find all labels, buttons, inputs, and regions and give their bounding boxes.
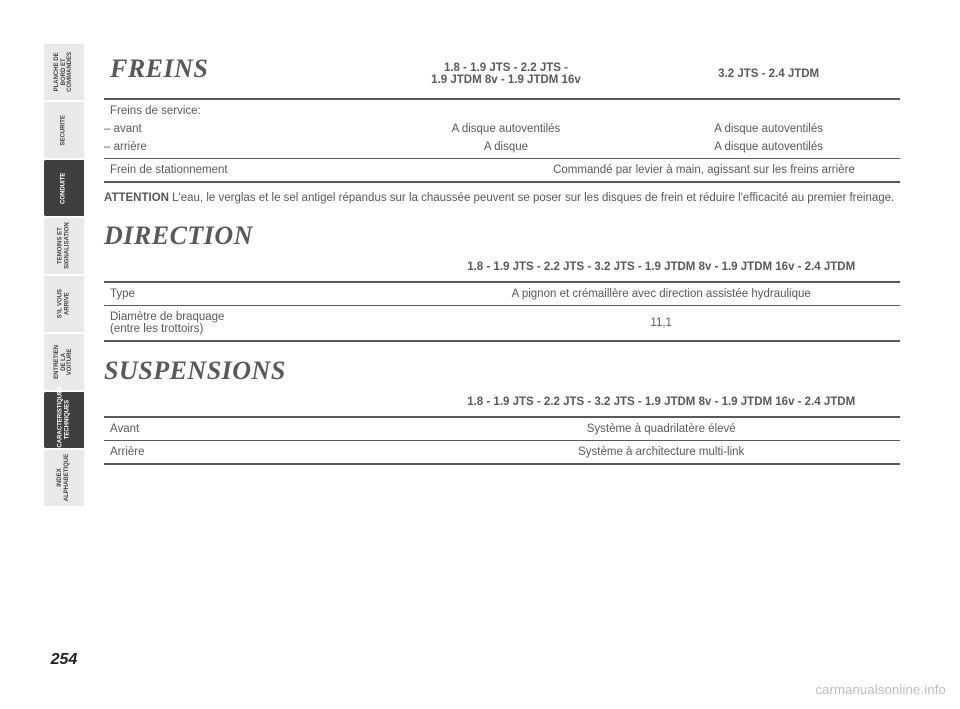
table-row: – avant A disque autoventilés A disque a… (104, 120, 900, 138)
table-row: Avant Système à quadrilatère élevé (104, 420, 900, 438)
suspensions-table: 1.8 - 1.9 JTS - 2.2 JTS - 3.2 JTS - 1.9 … (104, 392, 900, 414)
freins-park: Frein de stationnement Commandé par levi… (104, 161, 900, 179)
rule (104, 463, 900, 465)
watermark: carmanualsonline.info (815, 682, 946, 697)
direction-body2: Diamètre de braquage (entre les trottoir… (104, 308, 900, 338)
suspensions-heading: SUSPENSIONS (104, 356, 900, 386)
page-content: FREINS 1.8 - 1.9 JTS - 2.2 JTS - 1.9 JTD… (104, 54, 900, 467)
page-number: 254 (44, 651, 84, 669)
table-row: Type A pignon et crémaillère avec direct… (104, 285, 900, 303)
tab-index[interactable]: INDEX ALPHABETIQUE (44, 450, 84, 506)
suspensions-body: Avant Système à quadrilatère élevé (104, 420, 900, 438)
tab-sil-vous-arrive[interactable]: S'IL VOUS ARRIVE (44, 276, 84, 332)
table-row: – arrière A disque A disque autoventilés (104, 138, 900, 156)
rule (104, 305, 900, 306)
freins-head-col3: 3.2 JTS - 2.4 JTDM (637, 54, 900, 96)
freins-body: Freins de service: – avant A disque auto… (104, 102, 900, 156)
suspensions-head: 1.8 - 1.9 JTS - 2.2 JTS - 3.2 JTS - 1.9 … (422, 392, 900, 414)
direction-table: 1.8 - 1.9 JTS - 2.2 JTS - 3.2 JTS - 1.9 … (104, 257, 900, 279)
freins-note: ATTENTION L'eau, le verglas et le sel an… (104, 191, 900, 207)
tab-caracteristiques[interactable]: CARACTERISTIQUES TECHNIQUES (44, 392, 84, 448)
table-row: Arrière Système à architecture multi-lin… (104, 443, 900, 461)
side-tabs: PLANCHE DE BORD ET COMMANDES SECURITE CO… (44, 44, 84, 506)
direction-body: Type A pignon et crémaillère avec direct… (104, 285, 900, 303)
rule (104, 416, 900, 418)
direction-head: 1.8 - 1.9 JTS - 2.2 JTS - 3.2 JTS - 1.9 … (422, 257, 900, 279)
direction-heading: DIRECTION (104, 221, 900, 251)
freins-heading: FREINS (110, 54, 369, 84)
freins-table: FREINS 1.8 - 1.9 JTS - 2.2 JTS - 1.9 JTD… (104, 54, 900, 96)
tab-securite[interactable]: SECURITE (44, 102, 84, 158)
freins-head-col2: 1.8 - 1.9 JTS - 2.2 JTS - 1.9 JTDM 8v - … (375, 54, 638, 96)
table-row: Diamètre de braquage (entre les trottoir… (104, 308, 900, 338)
tab-temoins[interactable]: TEMOINS ET SIGNALISATION (44, 218, 84, 274)
tab-planche[interactable]: PLANCHE DE BORD ET COMMANDES (44, 44, 84, 100)
rule (104, 440, 900, 441)
suspensions-body2: Arrière Système à architecture multi-lin… (104, 443, 900, 461)
tab-entretien[interactable]: ENTRETIEN DE LA VOITURE (44, 334, 84, 390)
rule (104, 158, 900, 159)
rule (104, 181, 900, 183)
table-row: Frein de stationnement Commandé par levi… (104, 161, 900, 179)
tab-conduite[interactable]: CONDUITE (44, 160, 84, 216)
rule (104, 281, 900, 283)
table-row: Freins de service: (104, 102, 900, 120)
rule (104, 340, 900, 342)
rule (104, 98, 900, 100)
